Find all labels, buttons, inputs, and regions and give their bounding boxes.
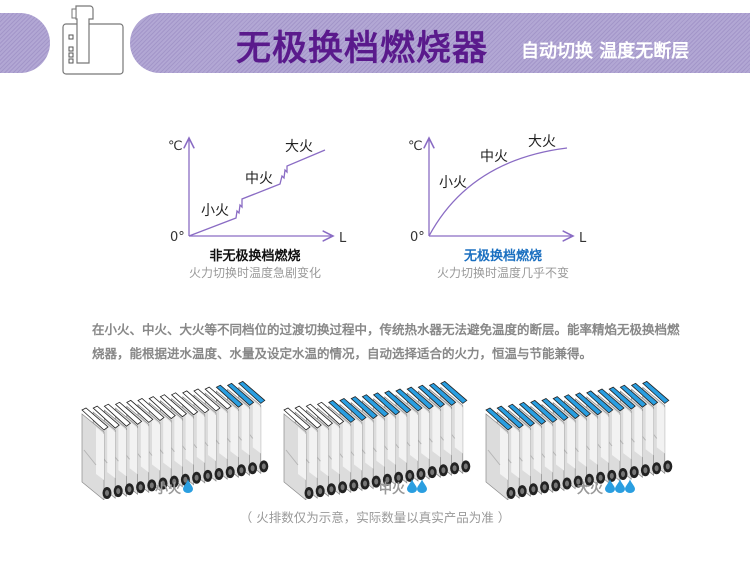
burner-label-mid: 中火 xyxy=(379,478,428,497)
level-high: 大火 xyxy=(528,134,556,150)
water-drop-icon xyxy=(407,478,418,493)
water-drop-icon xyxy=(605,478,616,493)
burner-label-text: 中火 xyxy=(379,482,406,497)
y-axis-label: ℃ xyxy=(408,139,423,154)
temperature-diagrams: ℃ 0° L 小火 中火 大火 ℃ 0° L 小火 中火 大火 xyxy=(168,134,587,246)
stepped-curve xyxy=(188,149,326,237)
water-drop-icon xyxy=(183,478,194,493)
burner-plate xyxy=(283,407,314,500)
x-axis-label: L xyxy=(339,231,347,246)
level-high: 大火 xyxy=(285,139,313,155)
burner-label-high: 大火 xyxy=(577,478,636,497)
level-low: 小火 xyxy=(439,175,467,191)
page-subtitle: 自动切换 温度无断层 xyxy=(521,41,690,62)
diagram-right-caption: 火力切换时温度几乎不变 xyxy=(436,266,569,280)
burner-label-text: 小火 xyxy=(155,482,182,497)
smooth-curve xyxy=(428,147,568,237)
diagram-left-title: 非无极换档燃烧 xyxy=(209,249,301,264)
flame-level-drops xyxy=(605,478,636,497)
description-text: 在小火、中火、大火等不同档位的过渡切换过程中，传统热水器无法避免温度的断层。能率… xyxy=(92,322,680,361)
x-axis-label: L xyxy=(579,231,587,246)
water-drop-icon xyxy=(417,478,428,493)
burner-label-text: 大火 xyxy=(577,482,604,497)
origin-label: 0° xyxy=(410,230,425,245)
origin-label: 0° xyxy=(170,230,185,245)
flame-level-drops xyxy=(183,478,194,497)
water-drop-icon xyxy=(625,478,636,493)
diagram-right-title: 无极换档燃烧 xyxy=(463,249,542,264)
burner-plate xyxy=(485,407,516,500)
diagram-right: ℃ 0° L 小火 中火 大火 xyxy=(408,134,587,246)
burner-label-low: 小火 xyxy=(155,478,194,497)
burner-bank-high xyxy=(485,380,673,500)
burner-plate xyxy=(81,407,112,500)
burner-bank-low xyxy=(81,380,269,500)
page-title: 无极换档燃烧器 xyxy=(236,29,489,69)
burner-bank-mid xyxy=(283,380,471,500)
level-mid: 中火 xyxy=(245,171,273,187)
diagram-left-caption: 火力切换时温度急剧变化 xyxy=(188,266,321,280)
flame-level-drops xyxy=(407,478,428,497)
diagram-left: ℃ 0° L 小火 中火 大火 xyxy=(168,138,347,246)
level-mid: 中火 xyxy=(480,149,508,165)
water-drop-icon xyxy=(615,478,626,493)
level-low: 小火 xyxy=(201,203,229,219)
header-band-left xyxy=(0,13,50,73)
gear-shift-icon xyxy=(62,5,124,75)
header-band xyxy=(130,13,750,73)
footnote: （ 火排数仅为示意，实际数量以真实产品为准 ） xyxy=(239,510,511,525)
y-axis-label: ℃ xyxy=(168,139,183,154)
